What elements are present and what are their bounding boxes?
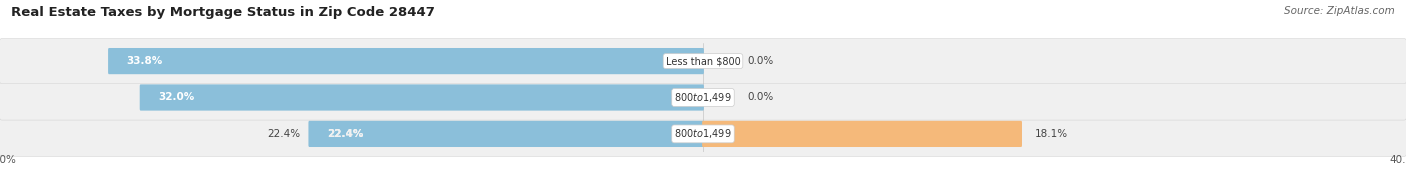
Text: 32.0%: 32.0% <box>157 92 194 103</box>
Text: Less than $800: Less than $800 <box>665 56 741 66</box>
FancyBboxPatch shape <box>108 48 704 74</box>
FancyBboxPatch shape <box>308 121 704 147</box>
Text: 22.4%: 22.4% <box>328 129 363 139</box>
Text: 18.1%: 18.1% <box>1035 129 1069 139</box>
FancyBboxPatch shape <box>0 75 1406 120</box>
FancyBboxPatch shape <box>702 121 1022 147</box>
Text: Source: ZipAtlas.com: Source: ZipAtlas.com <box>1284 6 1395 16</box>
Text: 0.0%: 0.0% <box>747 56 773 66</box>
Text: Real Estate Taxes by Mortgage Status in Zip Code 28447: Real Estate Taxes by Mortgage Status in … <box>11 6 434 19</box>
Text: 22.4%: 22.4% <box>328 129 363 139</box>
FancyBboxPatch shape <box>0 111 1406 156</box>
Text: 0.0%: 0.0% <box>747 92 773 103</box>
FancyBboxPatch shape <box>139 84 704 111</box>
FancyBboxPatch shape <box>0 39 1406 84</box>
Text: 33.8%: 33.8% <box>127 56 163 66</box>
Text: 22.4%: 22.4% <box>267 129 301 139</box>
Text: $800 to $1,499: $800 to $1,499 <box>675 91 731 104</box>
Text: $800 to $1,499: $800 to $1,499 <box>675 127 731 140</box>
